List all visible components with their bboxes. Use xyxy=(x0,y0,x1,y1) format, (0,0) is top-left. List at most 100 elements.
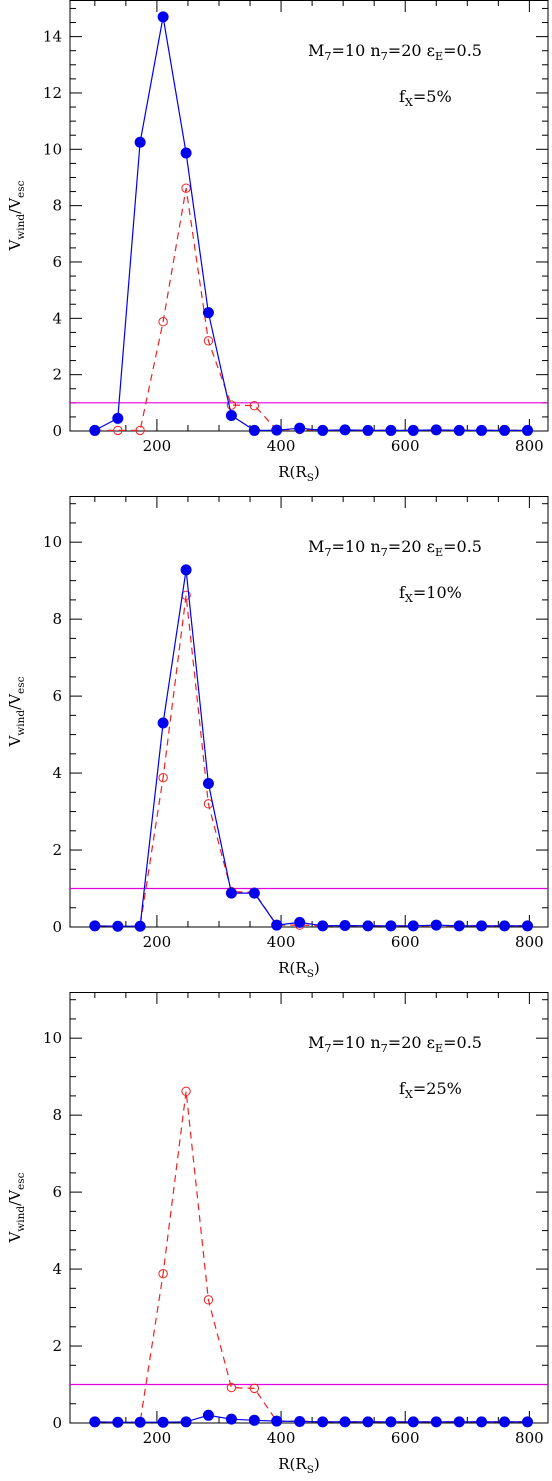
data-point-filled xyxy=(476,1416,488,1428)
x-axis-label: R(RS) xyxy=(278,463,320,484)
data-point-filled xyxy=(89,920,101,932)
plot-frame xyxy=(69,496,549,928)
data-point-filled xyxy=(157,717,169,729)
data-point-filled xyxy=(112,920,124,932)
data-point-filled xyxy=(339,919,351,931)
data-point-open xyxy=(226,400,237,410)
data-point-filled xyxy=(499,920,511,932)
data-point-filled xyxy=(248,887,260,899)
data-point-filled xyxy=(157,11,169,23)
data-point-filled xyxy=(522,920,534,932)
y-tick-label: 6 xyxy=(52,687,62,705)
chart-panel-3: 200 400 600 800 0 2 4 6 8 10 R(RS) Vwind/Vesc M7=10 … xyxy=(6,992,549,1476)
y-tick-label: 0 xyxy=(52,1414,62,1432)
y-tick-label: 10 xyxy=(43,533,62,551)
data-point-open xyxy=(203,336,214,346)
data-point-filled xyxy=(317,1416,329,1428)
y-tick-label: 10 xyxy=(43,1029,62,1047)
data-point-filled xyxy=(430,1416,442,1428)
data-point-filled xyxy=(453,1416,465,1428)
data-point-filled xyxy=(112,1416,124,1428)
series-line-open xyxy=(94,1091,528,1423)
y-tick-label: 6 xyxy=(52,253,62,271)
data-point-open xyxy=(249,400,260,411)
data-point-filled xyxy=(453,920,465,932)
y-tick-label: 12 xyxy=(43,84,62,102)
y-tick-label: 4 xyxy=(52,309,62,327)
x-tick-label: 800 xyxy=(515,1429,544,1447)
data-point-filled xyxy=(430,424,442,436)
series-line-filled xyxy=(94,16,528,432)
data-point-open xyxy=(226,1382,237,1393)
data-point-filled xyxy=(180,1416,192,1428)
data-point-filled xyxy=(180,147,192,159)
data-point-open xyxy=(135,425,145,436)
data-point-filled xyxy=(317,920,329,932)
x-tick-label: 400 xyxy=(267,437,296,455)
x-tick-label: 600 xyxy=(391,933,420,951)
annotation-parameters: M7=10 n7=20 εE=0.5 xyxy=(308,537,482,559)
data-point-filled xyxy=(362,1416,374,1428)
data-point-open xyxy=(158,772,168,783)
y-tick-label: 0 xyxy=(52,422,62,440)
data-point-open xyxy=(249,1383,260,1394)
x-tick-label: 600 xyxy=(391,437,420,455)
data-point-filled xyxy=(294,1415,306,1427)
x-tick-label: 800 xyxy=(515,437,544,455)
data-point-filled xyxy=(202,307,214,319)
annotation-parameters: M7=10 n7=20 εE=0.5 xyxy=(308,1033,482,1055)
data-point-filled xyxy=(407,424,419,436)
x-tick-label: 400 xyxy=(267,1429,296,1447)
chart-panel-2: 200 400 600 800 0 2 4 6 8 10 R(RS) Vwind/Vesc M7=10 … xyxy=(6,496,549,980)
data-point-filled xyxy=(385,920,397,932)
y-tick-label: 6 xyxy=(52,1183,62,1201)
data-point-filled xyxy=(112,412,124,424)
data-point-filled xyxy=(339,424,351,436)
data-point-open xyxy=(158,1268,168,1279)
data-point-filled xyxy=(294,916,306,928)
data-point-open xyxy=(113,425,123,436)
data-point-filled xyxy=(225,887,237,899)
data-point-filled xyxy=(202,777,214,789)
plot-frame xyxy=(69,992,549,1424)
data-point-filled xyxy=(89,1416,101,1428)
data-point-filled xyxy=(362,920,374,932)
data-point-filled xyxy=(385,1416,397,1428)
data-point-filled xyxy=(248,424,260,436)
annotation-fraction: fX=5% xyxy=(399,87,452,109)
data-point-filled xyxy=(499,1416,511,1428)
data-point-filled xyxy=(407,920,419,932)
x-axis-label: R(RS) xyxy=(278,959,320,980)
y-tick-label: 8 xyxy=(52,610,62,628)
data-point-filled xyxy=(339,1416,351,1428)
y-tick-label: 10 xyxy=(43,140,62,158)
data-point-filled xyxy=(134,920,146,932)
data-point-filled xyxy=(248,1414,260,1426)
data-point-filled xyxy=(134,1416,146,1428)
y-axis-label: Vwind/Vesc xyxy=(6,676,27,747)
data-point-filled xyxy=(157,1416,169,1428)
data-point-filled xyxy=(362,424,374,436)
data-point-filled xyxy=(271,424,283,436)
annotation-parameters: M7=10 n7=20 εE=0.5 xyxy=(308,41,482,63)
x-tick-label: 600 xyxy=(391,1429,420,1447)
data-point-filled xyxy=(522,424,534,436)
x-tick-label: 200 xyxy=(143,933,172,951)
data-point-filled xyxy=(407,1416,419,1428)
data-point-filled xyxy=(499,424,511,436)
data-point-filled xyxy=(89,424,101,436)
x-axis-label: R(RS) xyxy=(278,1455,320,1476)
data-point-filled xyxy=(476,920,488,932)
data-point-filled xyxy=(294,422,306,434)
data-point-filled xyxy=(134,136,146,148)
annotation-fraction: fX=10% xyxy=(399,583,462,605)
series-line-open xyxy=(94,595,528,927)
y-tick-label: 0 xyxy=(52,918,62,936)
y-axis-label: Vwind/Vesc xyxy=(6,1172,27,1243)
series-line-open xyxy=(94,188,528,431)
data-point-filled xyxy=(430,919,442,931)
data-point-filled xyxy=(225,1413,237,1425)
x-tick-label: 400 xyxy=(267,933,296,951)
y-tick-label: 4 xyxy=(52,764,62,782)
